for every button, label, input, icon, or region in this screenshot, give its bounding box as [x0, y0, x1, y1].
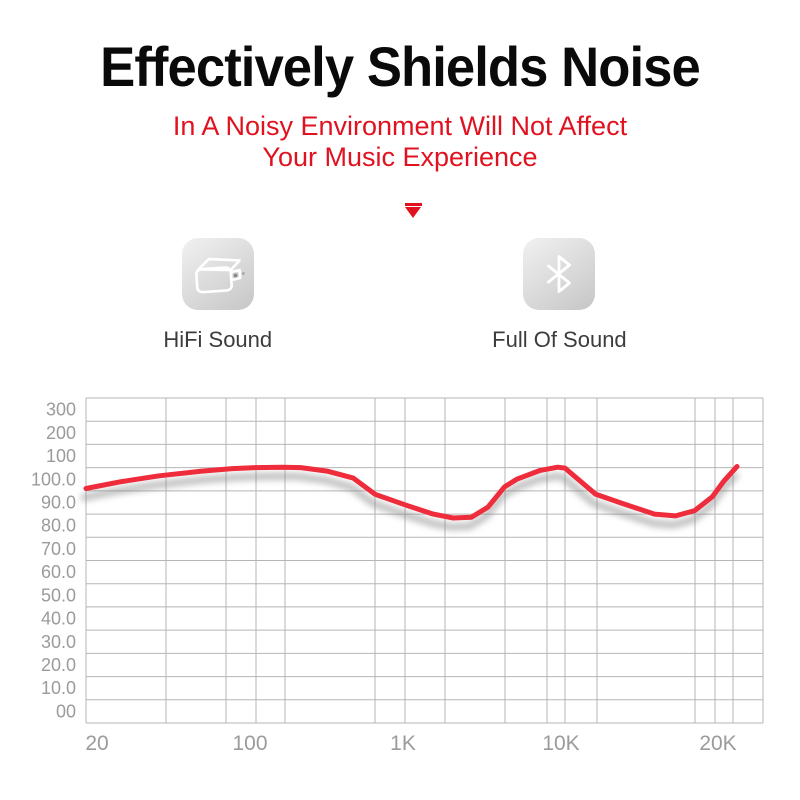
chart-svg: 300 200 100 100.0 90.0 80.0 70.0 60.0 50.0 40.0 30… — [31, 397, 764, 755]
x-axis-label: 20 — [85, 732, 108, 755]
x-axis-label: 10K — [542, 732, 579, 755]
subtitle-line-2: Your Music Experience — [262, 142, 538, 172]
subtitle-line-1: In A Noisy Environment Will Not Affect — [172, 111, 628, 141]
bluetooth-icon — [547, 255, 572, 293]
y-axis-label: 100.0 — [31, 469, 76, 489]
y-axis-label: 300 — [46, 400, 76, 420]
frequency-response-curve — [83, 464, 740, 521]
feature-row: HiFi Sound Full Of Sound — [0, 238, 795, 353]
y-axis-label: 90.0 — [41, 492, 76, 512]
pointer-bar — [404, 203, 422, 206]
triangle-down-icon — [405, 207, 421, 218]
y-axis-label: 200 — [46, 423, 76, 443]
y-axis-label: 100 — [46, 446, 76, 466]
y-axis-label: 50.0 — [41, 585, 76, 605]
y-axis-label: 70.0 — [41, 539, 76, 559]
feature-label: Full Of Sound — [492, 327, 627, 352]
x-axis-label: 20K — [699, 732, 736, 755]
y-axis-label: 60.0 — [41, 562, 76, 582]
earbud-driver-icon — [194, 257, 245, 294]
feature-card — [181, 238, 254, 310]
feature-hifi-sound: HiFi Sound — [163, 238, 272, 353]
down-pointer — [13, 203, 800, 218]
page-title: Effectively Shields Noise — [100, 35, 701, 98]
y-axis-label: 00 — [56, 701, 76, 721]
curve-shadow — [80, 472, 739, 531]
x-axis-label: 1K — [390, 732, 416, 755]
feature-full-of-sound: Full Of Sound — [492, 238, 627, 353]
y-axis-label: 40.0 — [41, 609, 76, 629]
x-axis-label: 100 — [232, 732, 267, 755]
y-axis-label: 20.0 — [41, 655, 76, 675]
feature-label: HiFi Sound — [163, 327, 273, 352]
y-axis-label: 10.0 — [41, 678, 76, 698]
feature-card — [523, 238, 596, 310]
y-axis-label: 80.0 — [41, 516, 76, 536]
frequency-response-chart: 300 200 100 100.0 90.0 80.0 70.0 60.0 50.0 40.0 30… — [0, 386, 800, 800]
y-axis-label: 30.0 — [41, 632, 76, 652]
page-subtitle: In A Noisy Environment Will Not Affect Y… — [0, 111, 800, 173]
